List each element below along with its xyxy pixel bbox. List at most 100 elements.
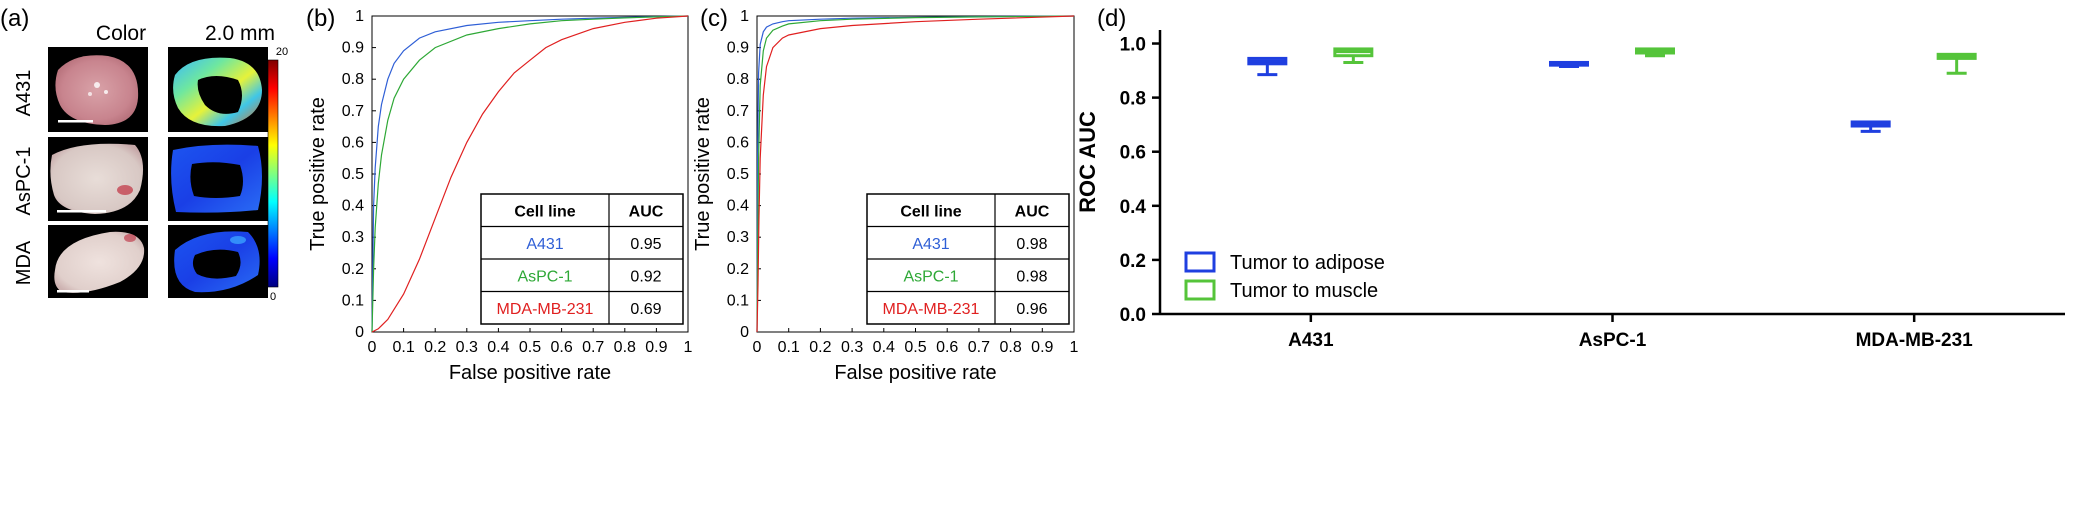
auc-table-cell-value: 0.95 — [630, 236, 661, 253]
y-tick-label: 0.5 — [342, 166, 364, 183]
auc-table-cell-line: AsPC-1 — [903, 268, 958, 285]
x-tick-label: 0.1 — [778, 339, 800, 356]
roc-curve-mda-mb-231 — [756, 15, 1075, 333]
scale-bar — [58, 120, 93, 123]
auc-table-cell-value: 0.96 — [1016, 301, 1047, 318]
panel-b: (b) 0 0.1 0.2 0.3 0.4 0.5 0.6 0.7 0.8 0.9 1 0 0.1 0.2… — [306, 5, 693, 384]
y-axis-label: True positive rate — [692, 97, 714, 251]
y-tick-label: 0 — [355, 324, 364, 341]
auc-table-header-cell: AUC — [1015, 203, 1050, 220]
box-tumor-to-muscle — [1333, 47, 1374, 64]
panel-d: (d) 0.0 0.2 0.4 0.6 0.8 1.0 ROC AUC A431 AsPC-1 M… — [1075, 5, 2065, 351]
panel-a-label: (a) — [0, 5, 29, 32]
x-tick-label: 0.2 — [809, 339, 831, 356]
box-tumor-to-muscle — [1936, 52, 1977, 75]
y-tick-label: 0.2 — [1120, 251, 1146, 272]
panel-b-label: (b) — [306, 5, 335, 32]
highlight-dot — [104, 90, 108, 94]
auc-table-header-cell: AUC — [629, 203, 664, 220]
x-tick-label: 0.8 — [999, 339, 1021, 356]
y-tick-label: 0.8 — [1120, 89, 1146, 110]
x-tick-label: AsPC-1 — [1579, 330, 1647, 351]
y-tick-label: 0.4 — [342, 198, 364, 215]
x-tick-label: 0 — [368, 339, 377, 356]
x-tick-label: A431 — [1288, 330, 1334, 351]
roc-curve-aspc-1 — [371, 15, 689, 333]
y-tick-label: 0.3 — [727, 229, 749, 246]
panel-d-label: (d) — [1097, 5, 1126, 32]
auc-table-header-cell: Cell line — [900, 203, 961, 220]
tissue-mda — [54, 231, 145, 293]
y-tick-label: 0.1 — [342, 292, 364, 309]
y-tick-label: 0.1 — [727, 292, 749, 309]
y-tick-label: 0.5 — [727, 166, 749, 183]
auc-table-cell-value: 0.69 — [630, 301, 661, 318]
roc-curve-a431 — [371, 15, 689, 333]
x-tick-label: 0.3 — [841, 339, 863, 356]
y-tick-label: 0.0 — [1120, 305, 1146, 326]
row-label-mda: MDA — [13, 240, 35, 285]
colorbar-max: 20 — [276, 46, 288, 58]
y-tick-label: 0 — [740, 324, 749, 341]
roc-curve-aspc-1 — [756, 15, 1075, 333]
x-tick-label: MDA-MB-231 — [1856, 330, 1974, 351]
y-tick-label: 1 — [740, 8, 749, 25]
y-tick-label: 0.7 — [727, 103, 749, 120]
x-tick-label: 0.3 — [456, 339, 478, 356]
heat-ring-a431 — [173, 57, 262, 127]
tissue-a431 — [55, 55, 139, 125]
auc-table-header-cell: Cell line — [514, 203, 575, 220]
y-tick-label: 0.2 — [727, 261, 749, 278]
heat-spot — [230, 236, 246, 244]
y-tick-label: 0.2 — [342, 261, 364, 278]
auc-table-cell-line: A431 — [912, 236, 949, 253]
col-color-header: Color — [96, 22, 146, 45]
x-tick-label: 0.7 — [582, 339, 604, 356]
auc-table: Cell line AUC A431 0.98 AsPC-1 0.98 MDA-MB-231… — [866, 193, 1070, 325]
roc-plot-c: 0 0.1 0.2 0.3 0.4 0.5 0.6 0.7 0.8 0.9 1 0 0.1 0.2 0.3 0… — [692, 8, 1079, 384]
heat-ring-mda — [174, 231, 260, 293]
y-tick-label: 0.6 — [1120, 143, 1146, 164]
scale-bar — [57, 210, 106, 213]
y-tick-label: 0.8 — [342, 71, 364, 88]
tissue-spot — [117, 185, 133, 195]
x-tick-label: 1 — [1070, 339, 1079, 356]
legend-swatch — [1184, 279, 1216, 301]
x-tick-label: 1 — [684, 339, 693, 356]
y-tick-label: 0.8 — [727, 71, 749, 88]
panel-a: (a) Color 2.0 mm A431 AsPC-1 MDA 20 0 — [0, 5, 288, 303]
y-tick-label: 1 — [355, 8, 364, 25]
heat-ring-aspc1 — [171, 144, 262, 213]
y-axis-label: True positive rate — [307, 97, 329, 251]
highlight-dot — [88, 92, 92, 96]
auc-table-cell-line: A431 — [526, 236, 563, 253]
colorbar — [267, 59, 279, 288]
x-tick-label: 0.9 — [1031, 339, 1053, 356]
box-plot-d: 0.0 0.2 0.4 0.6 0.8 1.0 ROC AUC A431 AsPC-1 MDA-M… — [1075, 30, 2065, 351]
auc-table-cell-value: 0.98 — [1016, 268, 1047, 285]
y-tick-label: 0.4 — [1120, 197, 1147, 218]
x-tick-label: 0.9 — [645, 339, 667, 356]
colorbar-min: 0 — [270, 291, 276, 303]
row-label-a431: A431 — [13, 70, 35, 117]
legend-label: Tumor to adipose — [1230, 252, 1385, 274]
x-tick-label: 0.8 — [614, 339, 636, 356]
y-tick-label: 0.6 — [342, 134, 364, 151]
legend-swatch — [1184, 251, 1216, 273]
y-tick-label: 0.9 — [727, 40, 749, 57]
box-tumor-to-adipose — [1850, 120, 1891, 133]
auc-table-cell-line: MDA-MB-231 — [497, 301, 594, 318]
y-tick-label: 0.7 — [342, 103, 364, 120]
legend-label: Tumor to muscle — [1230, 280, 1378, 302]
roc-curve-mda-mb-231 — [371, 15, 689, 333]
tissue-spot — [124, 234, 136, 242]
x-tick-label: 0.5 — [904, 339, 926, 356]
tissue-aspc1 — [50, 143, 144, 214]
auc-table-cell-value: 0.98 — [1016, 236, 1047, 253]
highlight-dot — [94, 82, 100, 88]
y-tick-label: 0.9 — [342, 40, 364, 57]
y-tick-label: 0.6 — [727, 134, 749, 151]
x-tick-label: 0.6 — [550, 339, 572, 356]
box-tumor-to-adipose — [1247, 56, 1288, 77]
